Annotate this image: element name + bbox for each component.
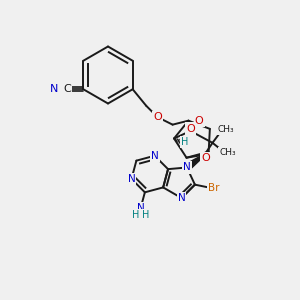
Text: N: N <box>137 203 145 213</box>
Text: H: H <box>131 210 139 220</box>
Text: N: N <box>151 151 158 161</box>
Text: N: N <box>128 174 135 184</box>
Text: C: C <box>63 84 71 94</box>
Text: O: O <box>195 116 203 126</box>
Text: CH₃: CH₃ <box>219 148 236 157</box>
Text: CH₃: CH₃ <box>217 125 234 134</box>
Text: O: O <box>153 112 162 122</box>
Text: N: N <box>183 163 191 172</box>
Text: H: H <box>182 137 189 147</box>
Text: N: N <box>50 84 58 94</box>
Polygon shape <box>185 152 209 170</box>
Text: N: N <box>178 193 185 203</box>
Text: Br: Br <box>208 183 219 193</box>
Text: O: O <box>186 124 195 134</box>
Text: O: O <box>201 153 210 163</box>
Text: H: H <box>142 210 150 220</box>
